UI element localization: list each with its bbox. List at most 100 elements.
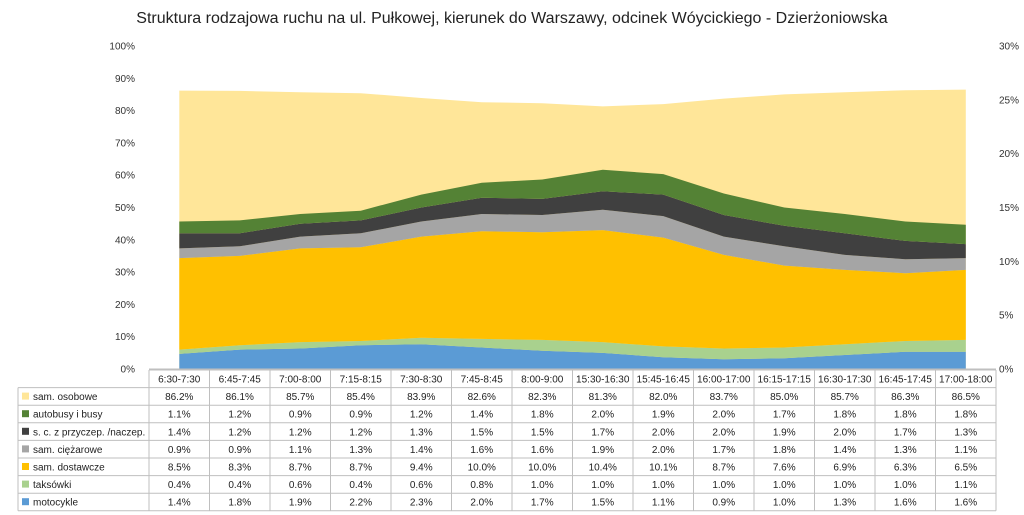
data-label: 0.6%	[289, 480, 312, 491]
data-label: 1.7%	[894, 427, 917, 438]
category-label: 7:30-8:30	[400, 375, 443, 386]
category-label: 7:00-8:00	[279, 375, 322, 386]
legend-swatch	[22, 410, 29, 418]
data-label: 0.9%	[168, 445, 191, 456]
category-label: 15:30-16:30	[576, 375, 630, 386]
data-label: 0.9%	[228, 445, 251, 456]
left-axis-tick-label: 100%	[109, 42, 135, 53]
category-label: 6:45-7:45	[219, 375, 262, 386]
data-label: 8.7%	[289, 463, 312, 474]
right-axis-tick-label: 10%	[999, 257, 1019, 268]
category-label: 7:45-8:45	[461, 375, 504, 386]
data-label: 0.9%	[712, 498, 735, 509]
data-label: 1.6%	[954, 498, 977, 509]
data-label: 1.8%	[228, 498, 251, 509]
data-label: 10.4%	[589, 463, 617, 474]
data-label: 6.5%	[954, 463, 977, 474]
data-label: 82.3%	[528, 392, 556, 403]
data-label: 1.8%	[773, 445, 796, 456]
left-axis-tick-label: 20%	[115, 300, 135, 311]
data-label: 1.4%	[833, 445, 856, 456]
legend-swatch	[22, 392, 29, 400]
data-label: 83.7%	[710, 392, 738, 403]
data-label: 86.1%	[226, 392, 254, 403]
data-label: 1.4%	[168, 427, 191, 438]
area-series-sam-ci-arowe	[179, 209, 966, 274]
area-series-sam-dostawcze	[179, 230, 966, 350]
data-label: 1.1%	[954, 480, 977, 491]
data-label: 1.0%	[773, 498, 796, 509]
data-label: 6.3%	[894, 463, 917, 474]
legend-swatch	[22, 445, 29, 453]
category-label: 16:30-17:30	[818, 375, 872, 386]
data-label: 1.6%	[894, 498, 917, 509]
data-label: 0.4%	[168, 480, 191, 491]
legend-label: taksówki	[33, 480, 71, 491]
data-label: 2.0%	[652, 445, 675, 456]
data-label: 1.0%	[712, 480, 735, 491]
data-label: 7.6%	[773, 463, 796, 474]
data-label: 1.6%	[470, 445, 493, 456]
data-label: 1.8%	[954, 410, 977, 421]
data-label: 2.0%	[712, 427, 735, 438]
right-axis-tick-label: 20%	[999, 149, 1019, 160]
data-label: 85.0%	[770, 392, 798, 403]
data-label: 1.9%	[289, 498, 312, 509]
legend-swatch	[22, 463, 29, 470]
left-axis-tick-label: 0%	[121, 365, 136, 376]
data-label: 8.3%	[228, 463, 251, 474]
data-label: 1.5%	[470, 427, 493, 438]
data-label: 0.4%	[349, 480, 372, 491]
data-label: 82.6%	[468, 392, 496, 403]
data-label: 2.0%	[833, 427, 856, 438]
right-axis-tick-label: 5%	[999, 311, 1014, 322]
data-label: 86.5%	[952, 392, 980, 403]
data-label: 2.0%	[470, 498, 493, 509]
data-label: 1.4%	[470, 410, 493, 421]
data-label: 6.9%	[833, 463, 856, 474]
data-label: 1.8%	[833, 410, 856, 421]
chart-title: Struktura rodzajowa ruchu na ul. Pułkowe…	[136, 10, 888, 27]
legend-label: s. c. z przyczep. /naczep.	[33, 427, 145, 438]
category-label: 6:30-7:30	[158, 375, 201, 386]
data-label: 1.0%	[652, 480, 675, 491]
data-label: 10.0%	[468, 463, 496, 474]
data-label: 83.9%	[407, 392, 435, 403]
data-label: 86.2%	[165, 392, 193, 403]
data-label: 1.3%	[349, 445, 372, 456]
data-label: 1.9%	[773, 427, 796, 438]
data-label: 0.4%	[228, 480, 251, 491]
data-label: 1.5%	[591, 498, 614, 509]
category-label: 15:45-16:45	[637, 375, 691, 386]
data-label: 1.1%	[168, 410, 191, 421]
data-label: 0.9%	[349, 410, 372, 421]
right-axis-tick-label: 15%	[999, 203, 1019, 214]
data-label: 8.5%	[168, 463, 191, 474]
data-label: 10.1%	[649, 463, 677, 474]
legend-swatch	[22, 427, 29, 435]
legend-label: autobusy i busy	[33, 410, 103, 421]
data-label: 1.3%	[410, 427, 433, 438]
data-label: 1.0%	[894, 480, 917, 491]
legend-swatch	[22, 480, 29, 488]
data-label: 1.9%	[652, 410, 675, 421]
data-label: 82.0%	[649, 392, 677, 403]
data-label: 1.2%	[410, 410, 433, 421]
category-label: 16:45-17:45	[879, 375, 933, 386]
data-label: 1.6%	[531, 445, 554, 456]
data-label: 0.6%	[410, 480, 433, 491]
legend-label: motocykle	[33, 498, 78, 509]
area-series-s-c-z-przyczep-naczep-	[179, 191, 966, 260]
data-label: 1.8%	[531, 410, 554, 421]
data-label: 85.7%	[286, 392, 314, 403]
data-label: 1.0%	[833, 480, 856, 491]
data-label: 8.7%	[712, 463, 735, 474]
data-label: 10.0%	[528, 463, 556, 474]
area-series-autobusy-i-busy	[179, 169, 966, 245]
left-axis-tick-label: 90%	[115, 74, 135, 85]
category-label: 17:00-18:00	[939, 375, 993, 386]
right-axis-tick-label: 25%	[999, 95, 1019, 106]
category-label: 7:15-8:15	[340, 375, 383, 386]
